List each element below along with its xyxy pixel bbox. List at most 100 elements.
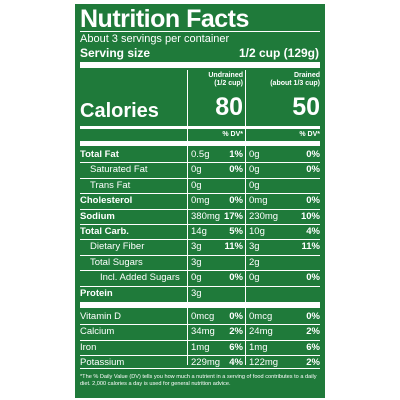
- rule: [80, 355, 320, 357]
- calories-label: Calories: [80, 100, 159, 122]
- serving-size: 1/2 cup (129g): [238, 46, 319, 60]
- rule: [80, 339, 320, 341]
- daily-value: 4%: [306, 226, 320, 237]
- row-label: Sodium: [80, 210, 115, 222]
- row-label: Total Carb.: [80, 226, 129, 237]
- daily-value: 0%: [229, 195, 243, 207]
- row-label: Total Sugars: [90, 256, 143, 268]
- daily-value: 4%: [229, 357, 243, 369]
- rule: [80, 254, 320, 256]
- daily-value: 0%: [306, 195, 320, 207]
- amount: 14g: [191, 226, 207, 237]
- rule: [80, 177, 320, 179]
- row-label: Incl. Added Sugars: [100, 272, 180, 284]
- row-label: Potassium: [80, 357, 125, 369]
- amount: 3g: [191, 256, 202, 268]
- rule: [80, 239, 320, 241]
- amount: 2g: [249, 256, 260, 268]
- amount: 0g: [249, 272, 260, 284]
- calories-value: 80: [215, 93, 243, 121]
- column-name: Drained: [293, 72, 320, 79]
- row-label: Calcium: [80, 326, 115, 338]
- daily-value: 0%: [306, 149, 320, 160]
- daily-value: 6%: [229, 341, 243, 353]
- divider: [187, 70, 188, 365]
- dv-header: % DV*: [299, 131, 320, 138]
- rule: [80, 31, 320, 32]
- daily-value: 0%: [229, 311, 243, 322]
- amount: 230mg: [249, 210, 279, 222]
- rule: [80, 285, 320, 287]
- row-label: Cholesterol: [80, 195, 133, 207]
- rule: [80, 208, 320, 210]
- column-name: Undrained (1/2 cup): [188, 72, 243, 88]
- daily-value: 10%: [300, 210, 320, 222]
- row-label: Trans Fat: [90, 179, 131, 191]
- amount: 122mg: [249, 357, 279, 369]
- column-name: Undrained: [208, 72, 243, 79]
- amount: 0mg: [191, 195, 210, 207]
- nutrition-label: Nutrition Facts About 3 servings per con…: [75, 4, 325, 398]
- calories-value: 50: [292, 93, 320, 121]
- daily-value: 11%: [224, 241, 244, 253]
- daily-value: 5%: [229, 226, 243, 237]
- amount: 3g: [191, 287, 202, 299]
- thick-rule: [80, 141, 320, 146]
- daily-value: 1%: [229, 149, 243, 160]
- row-label: Dietary Fiber: [90, 241, 145, 253]
- amount: 24mg: [249, 326, 273, 338]
- amount: 3g: [249, 241, 260, 253]
- servings: About 3 servings per container: [80, 33, 230, 45]
- daily-value: 0%: [229, 272, 243, 284]
- amount: 0mcg: [249, 311, 273, 322]
- daily-value: 0%: [229, 164, 243, 176]
- rule: [80, 368, 320, 369]
- amount: 1mg: [191, 341, 210, 353]
- daily-value: 2%: [229, 326, 243, 338]
- column-name: Drained (about 1/3 cup): [247, 72, 320, 88]
- daily-value: 17%: [223, 210, 243, 222]
- amount: 0g: [191, 272, 202, 284]
- amount: 3g: [191, 241, 202, 253]
- serving-size-label: Serving size: [80, 46, 151, 60]
- amount: 229mg: [191, 357, 221, 369]
- rule: [80, 224, 320, 225]
- column-portion: (about 1/3 cup): [270, 80, 320, 87]
- footnote: *The % Daily Value (DV) tells you how mu…: [80, 374, 317, 387]
- thick-rule: [80, 302, 320, 308]
- daily-value: 11%: [301, 241, 321, 253]
- amount: 0.5g: [191, 149, 210, 160]
- daily-value: 0%: [306, 272, 320, 284]
- amount: 0mcg: [191, 311, 215, 322]
- daily-value: 0%: [306, 311, 320, 322]
- amount: 0g: [191, 164, 202, 176]
- amount: 0g: [249, 149, 260, 160]
- row-label: Protein: [80, 287, 113, 299]
- amount: 1mg: [249, 341, 268, 353]
- rule: [80, 324, 320, 326]
- amount: 0g: [249, 164, 260, 176]
- amount: 0mg: [249, 195, 268, 207]
- rule: [80, 126, 320, 129]
- amount: 380mg: [191, 210, 221, 222]
- row-label: Iron: [80, 341, 97, 353]
- daily-value: 2%: [306, 357, 320, 369]
- amount: 0g: [249, 179, 260, 191]
- rule: [80, 270, 320, 272]
- title: Nutrition Facts: [80, 5, 249, 33]
- rule: [80, 162, 320, 164]
- column-portion: (1/2 cup): [214, 80, 243, 87]
- row-label: Total Fat: [80, 149, 119, 160]
- row-label: Saturated Fat: [90, 164, 148, 176]
- amount: 0g: [191, 179, 202, 191]
- dv-header: % DV*: [222, 131, 243, 138]
- thick-rule: [80, 62, 320, 68]
- daily-value: 2%: [306, 326, 320, 338]
- amount: 34mg: [191, 326, 215, 338]
- amount: 10g: [249, 226, 265, 237]
- daily-value: 0%: [306, 164, 320, 176]
- row-label: Vitamin D: [80, 311, 122, 322]
- daily-value: 6%: [306, 341, 320, 353]
- rule: [80, 193, 320, 195]
